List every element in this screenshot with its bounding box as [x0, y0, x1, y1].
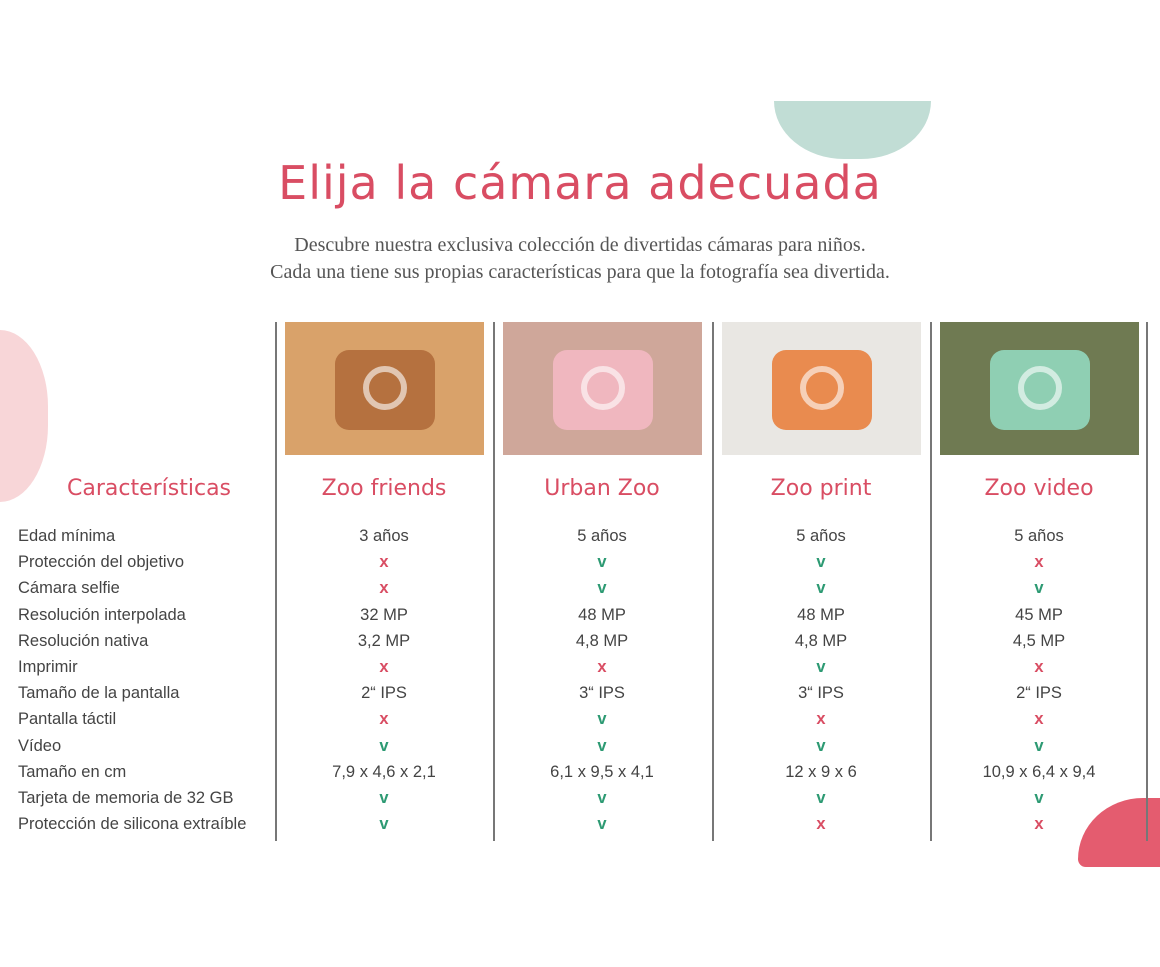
check-mark: v — [597, 579, 607, 598]
check-mark: v — [379, 789, 389, 807]
table-cell: 5 años — [577, 527, 627, 545]
check-mark: v — [1034, 579, 1044, 598]
cross-mark: x — [1034, 658, 1044, 676]
cross-mark: x — [597, 658, 607, 676]
subtitle: Descubre nuestra exclusiva colección de … — [0, 232, 1160, 286]
lens-image — [1018, 366, 1062, 410]
table-cell: 48 MP — [797, 605, 845, 624]
cross-mark: x — [1034, 553, 1044, 572]
product-photo — [722, 322, 921, 455]
check-mark: v — [816, 553, 826, 572]
feature-label: Tamaño de la pantalla — [18, 684, 180, 703]
column-divider — [930, 322, 932, 841]
lens-image — [581, 366, 625, 410]
table-cell: 4,8 MP — [575, 631, 629, 650]
check-mark: v — [1034, 789, 1044, 807]
check-mark: v — [816, 736, 826, 755]
feature-label: Protección de silicona extraíble — [18, 815, 247, 834]
subtitle-line: Cada una tiene sus propias característic… — [270, 261, 890, 283]
page-title: Elija la cámara adecuada — [278, 156, 882, 210]
check-mark: v — [597, 553, 607, 572]
product-photo — [285, 322, 484, 455]
check-mark: v — [597, 789, 607, 807]
table-cell: 7,9 x 4,6 x 2,1 — [332, 762, 436, 781]
table-cell: 5 años — [1014, 527, 1064, 545]
check-mark: v — [1034, 736, 1044, 755]
cross-mark: x — [816, 710, 826, 729]
cross-mark: x — [379, 658, 389, 676]
table-cell: 3“ IPS — [798, 684, 844, 703]
table-cell: 48 MP — [578, 605, 626, 624]
feature-label: Cámara selfie — [18, 579, 120, 598]
product-name: Zoo friends — [321, 476, 447, 501]
product-name: Zoo print — [770, 476, 872, 501]
lens-image — [800, 366, 844, 410]
feature-label: Resolución nativa — [18, 631, 149, 650]
decorative-blob-mint — [774, 101, 931, 159]
table-cell: 6,1 x 9,5 x 4,1 — [550, 762, 654, 781]
features-header: Características — [66, 476, 232, 501]
table-cell: 2“ IPS — [1016, 684, 1062, 703]
column-divider — [275, 322, 277, 841]
cross-mark: x — [379, 579, 389, 598]
feature-label: Tarjeta de memoria de 32 GB — [18, 789, 234, 807]
table-cell: 3 años — [359, 527, 409, 545]
cross-mark: x — [379, 710, 389, 729]
feature-label: Edad mínima — [18, 527, 116, 545]
feature-label: Resolución interpolada — [18, 605, 186, 624]
product-photo — [940, 322, 1139, 455]
check-mark: v — [379, 815, 389, 834]
table-cell: 4,5 MP — [1012, 631, 1066, 650]
check-mark: v — [816, 789, 826, 807]
check-mark: v — [816, 658, 826, 676]
feature-label: Tamaño en cm — [18, 762, 127, 781]
table-cell: 3,2 MP — [357, 631, 411, 650]
column-divider — [1146, 322, 1148, 841]
product-name: Zoo video — [984, 476, 1094, 501]
feature-label: Vídeo — [18, 736, 62, 755]
feature-label: Protección del objetivo — [18, 553, 185, 572]
table-cell: 5 años — [796, 527, 846, 545]
column-divider — [493, 322, 495, 841]
feature-label: Pantalla táctil — [18, 710, 117, 729]
check-mark: v — [379, 736, 389, 755]
table-cell: 12 x 9 x 6 — [785, 762, 857, 781]
cross-mark: x — [1034, 710, 1044, 729]
lens-image — [363, 366, 407, 410]
table-cell: 3“ IPS — [579, 684, 625, 703]
table-cell: 4,8 MP — [794, 631, 848, 650]
check-mark: v — [597, 815, 607, 834]
table-cell: 2“ IPS — [361, 684, 407, 703]
subtitle-line: Descubre nuestra exclusiva colección de … — [294, 234, 866, 256]
cross-mark: x — [1034, 815, 1044, 834]
column-divider — [712, 322, 714, 841]
check-mark: v — [816, 579, 826, 598]
product-photo — [503, 322, 702, 455]
cross-mark: x — [379, 553, 389, 572]
feature-label: Imprimir — [18, 658, 78, 676]
check-mark: v — [597, 736, 607, 755]
check-mark: v — [597, 710, 607, 729]
table-cell: 45 MP — [1015, 605, 1063, 624]
cross-mark: x — [816, 815, 826, 834]
product-name: Urban Zoo — [544, 476, 660, 501]
table-cell: 32 MP — [360, 605, 408, 624]
table-cell: 10,9 x 6,4 x 9,4 — [982, 762, 1096, 781]
